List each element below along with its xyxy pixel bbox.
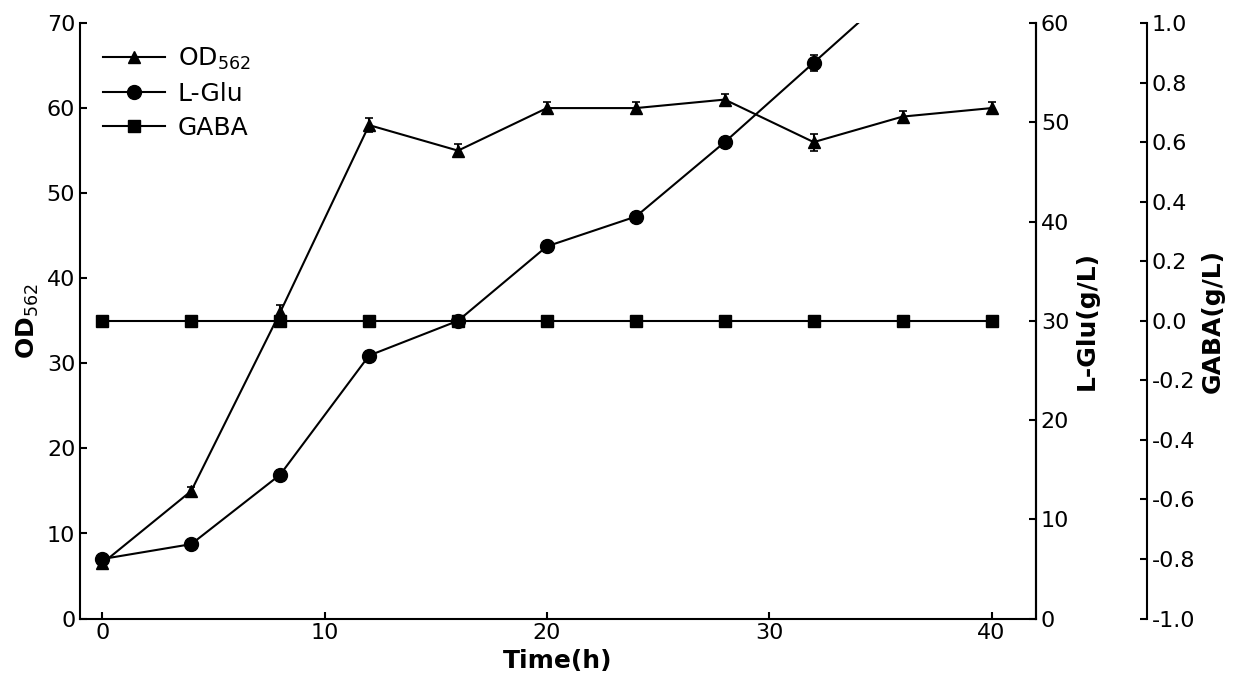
X-axis label: Time(h): Time(h) [503,649,613,673]
Legend: OD$_{562}$, L-Glu, GABA: OD$_{562}$, L-Glu, GABA [93,36,260,150]
Y-axis label: OD$_{562}$: OD$_{562}$ [15,283,41,358]
Y-axis label: L-Glu(g/L): L-Glu(g/L) [1075,251,1099,390]
Y-axis label: GABA(g/L): GABA(g/L) [1202,249,1225,393]
